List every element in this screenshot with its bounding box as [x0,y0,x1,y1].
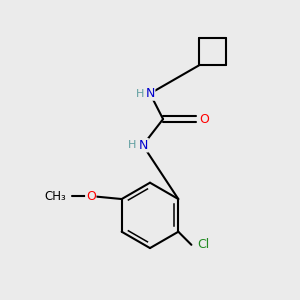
Text: Cl: Cl [197,238,209,251]
Text: H: H [136,88,144,98]
Text: O: O [86,190,96,202]
Text: N: N [145,87,155,100]
Text: CH₃: CH₃ [44,190,66,202]
Text: H: H [128,140,136,150]
Text: O: O [199,112,209,126]
Text: N: N [139,139,148,152]
